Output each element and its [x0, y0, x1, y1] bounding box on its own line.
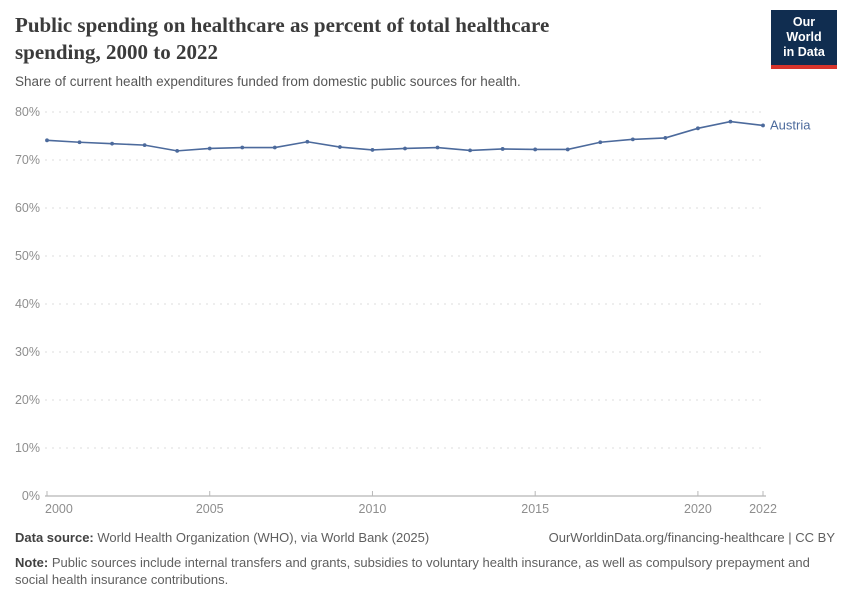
citation-link[interactable]: OurWorldinData.org/financing-healthcare …: [548, 530, 835, 545]
data-point: [45, 138, 49, 143]
data-point: [305, 139, 310, 144]
data-point: [696, 126, 700, 131]
y-tick-label: 60%: [15, 201, 40, 215]
data-point: [565, 147, 570, 152]
data-point: [663, 136, 668, 140]
y-tick-label: 70%: [15, 153, 40, 167]
series-end-label: Austria: [770, 117, 811, 132]
x-tick-label: 2015: [521, 502, 549, 516]
x-tick-label: 2022: [749, 502, 777, 516]
y-tick-label: 20%: [15, 393, 40, 407]
y-tick-label: 30%: [15, 345, 40, 359]
data-point: [142, 143, 147, 148]
y-tick-label: 0%: [22, 489, 40, 503]
owid-logo-line2: in Data: [783, 45, 825, 59]
chart-note: Note: Public sources include internal tr…: [15, 554, 835, 589]
data-point: [370, 148, 375, 152]
chart-footer: Data source: World Health Organization (…: [15, 529, 835, 589]
chart-header: Public spending on healthcare as percent…: [15, 12, 655, 89]
x-tick-label: 2000: [45, 502, 73, 516]
x-tick-label: 2020: [684, 502, 712, 516]
data-point: [403, 146, 407, 151]
data-point: [110, 141, 114, 146]
note-label: Note:: [15, 554, 49, 570]
data-point: [240, 145, 245, 150]
data-point: [77, 140, 82, 145]
data-source: Data source: World Health Organization (…: [15, 529, 429, 547]
y-tick-label: 80%: [15, 105, 40, 119]
data-point: [630, 137, 635, 142]
owid-logo-line1: Our World: [786, 15, 822, 44]
data-point: [272, 145, 277, 150]
data-line-austria: [46, 120, 764, 152]
owid-logo[interactable]: Our World in Data: [771, 10, 837, 69]
data-point: [175, 148, 180, 153]
data-point: [598, 140, 603, 145]
page-title: Public spending on healthcare as percent…: [15, 13, 550, 65]
data-point: [338, 145, 342, 149]
x-tick-label: 2010: [359, 502, 387, 516]
y-tick-label: 10%: [15, 441, 40, 455]
chart-subtitle: Share of current health expenditures fun…: [15, 73, 521, 89]
data-point: [533, 147, 538, 152]
data-point: [728, 119, 733, 124]
data-point: [207, 146, 212, 151]
line-chart: 0% 10% 20% 30% 40% 50% 60% 70% 80% 2000 2005 2010 20…: [15, 105, 811, 516]
data-point: [500, 147, 505, 151]
data-point: [468, 148, 472, 153]
data-source-text: World Health Organization (WHO), via Wor…: [93, 530, 430, 545]
data-point: [761, 123, 765, 128]
x-tick-label: 2005: [196, 502, 224, 516]
y-tick-label: 40%: [15, 297, 40, 311]
data-source-label: Data source:: [15, 530, 94, 545]
y-tick-label: 50%: [15, 249, 40, 263]
note-text: Public sources include internal transfer…: [15, 554, 810, 588]
data-point: [435, 145, 440, 150]
